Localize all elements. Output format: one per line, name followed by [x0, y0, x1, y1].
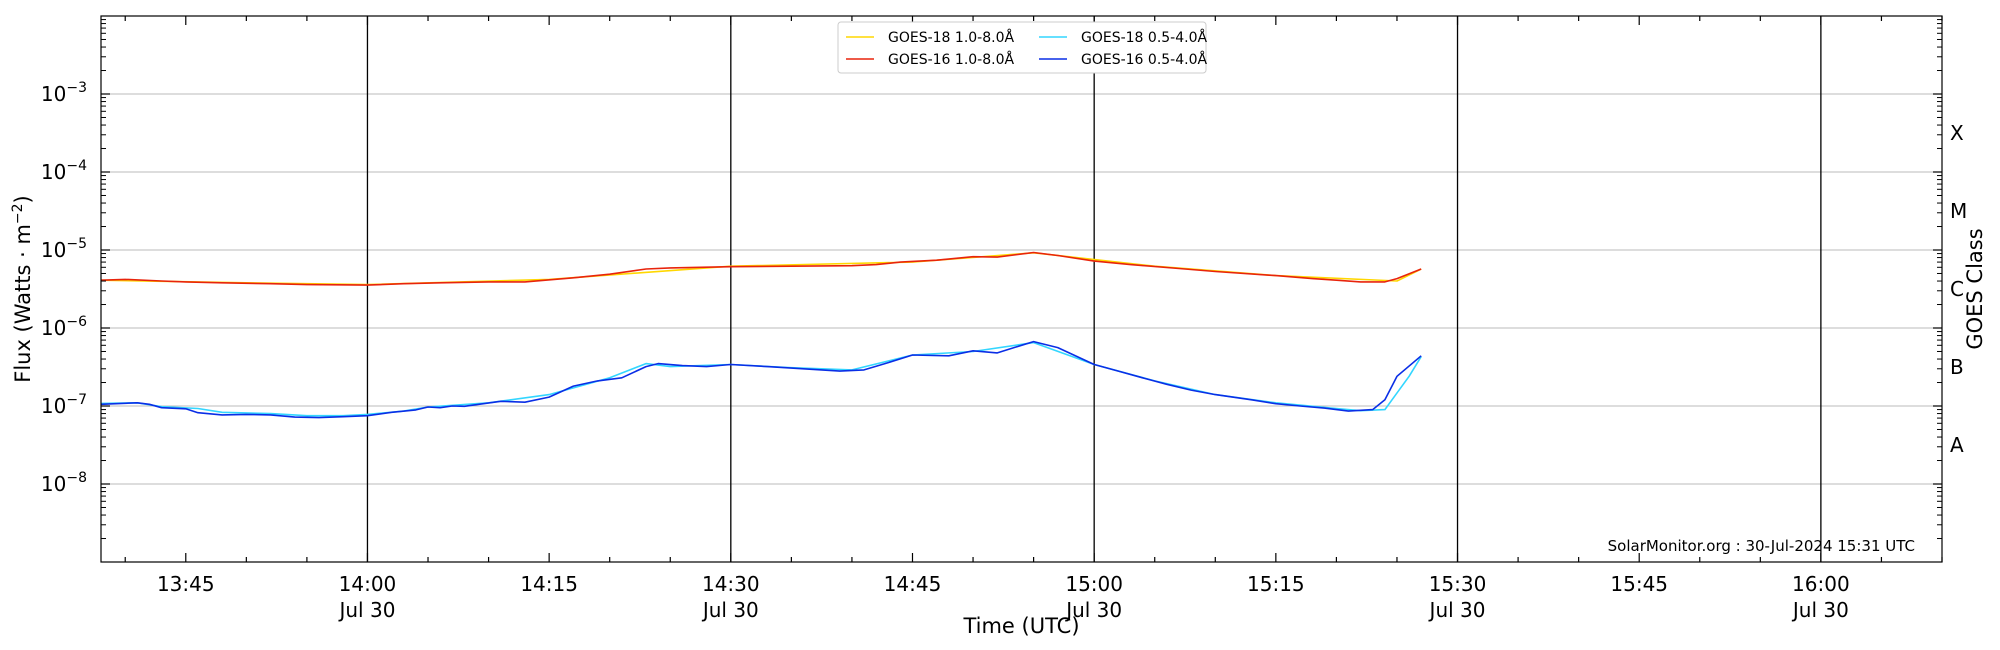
legend-label: GOES-16 1.0-8.0Å [888, 51, 1014, 68]
x-tick-date-label: Jul 30 [1791, 598, 1849, 622]
x-tick-label: 15:30 [1429, 572, 1487, 596]
x-axis-title: Time (UTC) [962, 614, 1079, 638]
x-tick-date-label: Jul 30 [1064, 598, 1122, 622]
x-tick-label: 15:00 [1065, 572, 1123, 596]
legend: GOES-18 1.0-8.0Å GOES-16 1.0-8.0Å GOES-18 … [837, 21, 1207, 74]
legend-label: GOES-18 0.5-4.0Å [1081, 29, 1207, 46]
x-tick-label: 14:45 [884, 572, 942, 596]
y-tick-label-exponent: −5 [66, 236, 87, 252]
time-marker-lines [366, 16, 1822, 562]
credit-text: SolarMonitor.org : 30-Jul-2024 15:31 UTC [1608, 537, 1915, 555]
series-line-3 [100, 341, 1422, 417]
y-tick-label: 10−8 [41, 470, 87, 496]
y-tick-label: 10−5 [41, 236, 87, 262]
x-tick-label: 15:45 [1610, 572, 1668, 596]
x-tick-date-label: Jul 30 [1428, 598, 1486, 622]
goes-class-labels: A B C M X [1950, 121, 1967, 457]
flux-series [100, 251, 1422, 419]
y-tick-label-base: 10 [41, 394, 66, 418]
goes-class-label: C [1950, 277, 1964, 301]
goes-class-label: A [1950, 433, 1964, 457]
y-tick-label-exponent: −6 [66, 314, 87, 330]
x-tick-date-label: Jul 30 [701, 598, 759, 622]
x-tick-label: 14:30 [702, 572, 760, 596]
x-tick-label: 13:45 [157, 572, 215, 596]
y-tick-label-exponent: −4 [66, 158, 87, 174]
goes-class-label: B [1950, 355, 1964, 379]
y-tick-label-base: 10 [41, 82, 66, 106]
legend-box [837, 21, 1207, 74]
goes-class-axis-title: GOES Class [1963, 228, 1987, 349]
series-line-2 [100, 251, 1422, 286]
horizontal-gridlines [101, 93, 1942, 485]
y-axis-title-suffix: ) [11, 195, 35, 203]
y-axis-title: Flux (Watts · m−2) [10, 195, 35, 383]
y-tick-label: 10−7 [41, 392, 87, 418]
y-axis-ticks: 10−810−710−610−510−410−3 [41, 19, 1942, 540]
y-tick-label-exponent: −3 [66, 80, 87, 96]
y-tick-label: 10−4 [41, 158, 87, 184]
y-tick-label-exponent: −8 [66, 470, 87, 486]
x-tick-label: 16:00 [1792, 572, 1850, 596]
x-tick-date-label: Jul 30 [337, 598, 395, 622]
y-tick-label-base: 10 [41, 160, 66, 184]
y-tick-label-base: 10 [41, 238, 66, 262]
y-tick-label-base: 10 [41, 472, 66, 496]
x-tick-label: 15:15 [1247, 572, 1305, 596]
y-axis-title-prefix: Flux (Watts · m [11, 224, 35, 383]
legend-label: GOES-18 1.0-8.0Å [888, 29, 1014, 46]
series-line-4 [100, 340, 1422, 419]
x-tick-label: 14:00 [339, 572, 397, 596]
x-tick-label: 14:15 [520, 572, 578, 596]
legend-label: GOES-16 0.5-4.0Å [1081, 51, 1207, 68]
y-tick-label: 10−3 [41, 80, 87, 106]
y-tick-label-base: 10 [41, 316, 66, 340]
y-axis-title-exponent: −2 [10, 203, 26, 224]
plot-frame [100, 15, 1943, 563]
goes-class-label: M [1950, 199, 1967, 223]
y-tick-label-exponent: −7 [66, 392, 87, 408]
goes-class-label: X [1950, 121, 1964, 145]
y-tick-label: 10−6 [41, 314, 87, 340]
